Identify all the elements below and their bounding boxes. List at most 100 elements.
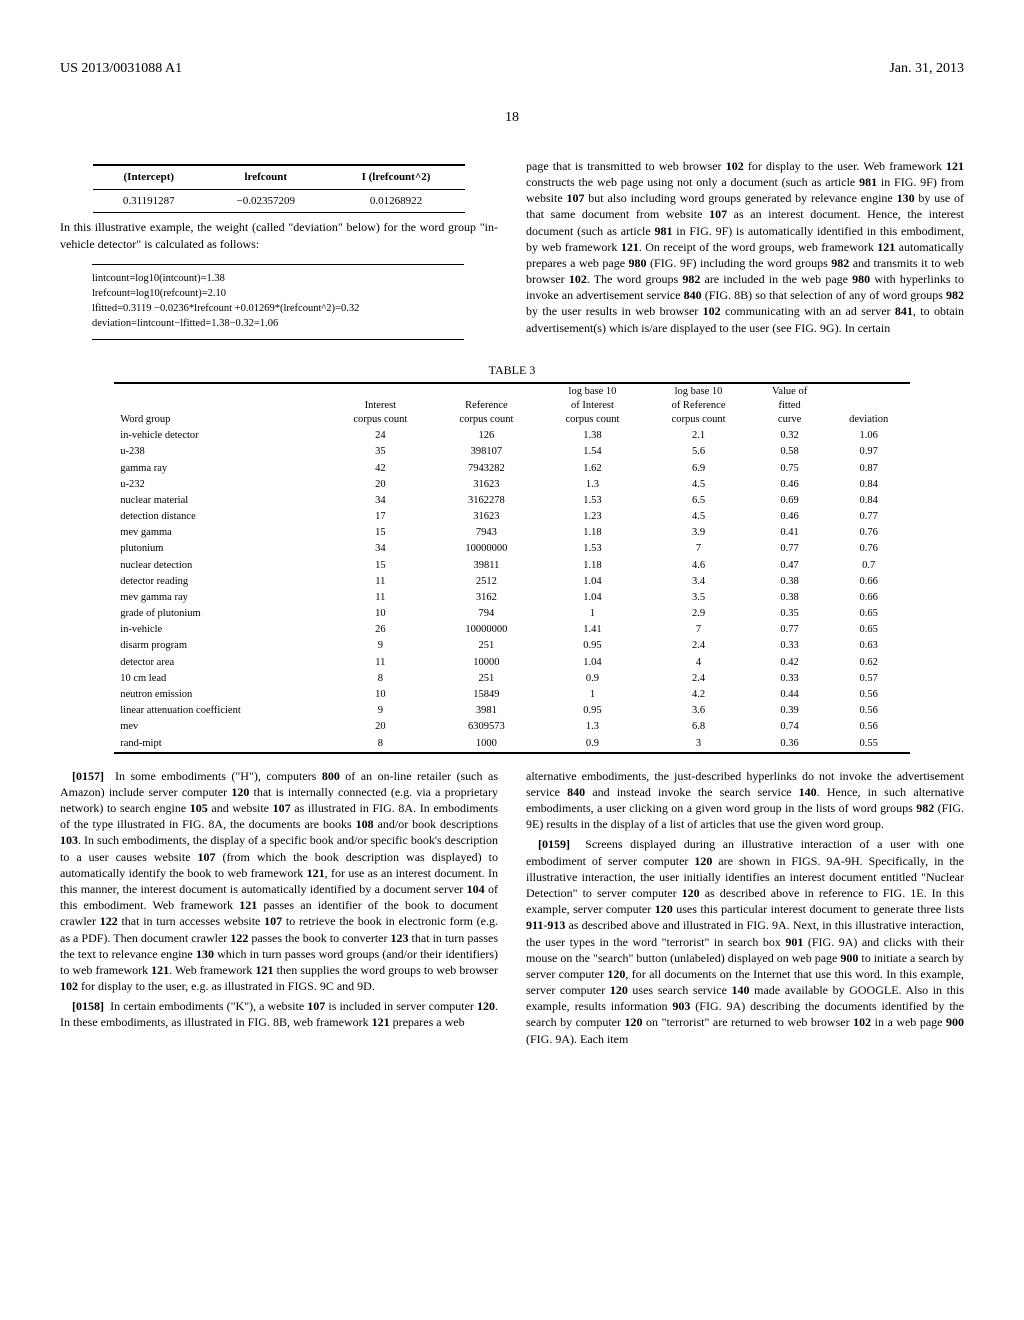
table-cell: 10 cm lead — [114, 671, 327, 687]
table-cell: 10 — [327, 687, 433, 703]
table-cell: 4.2 — [646, 687, 752, 703]
table-cell: 0.56 — [828, 687, 910, 703]
table-cell: 3981 — [433, 703, 539, 719]
table-cell: 2.4 — [646, 638, 752, 654]
table-cell: 0.33 — [752, 671, 828, 687]
table-cell: in-vehicle detector — [114, 428, 327, 444]
table-cell: 1.18 — [539, 525, 645, 541]
table-cell: 20 — [327, 477, 433, 493]
table-cell: 1.23 — [539, 509, 645, 525]
table-cell: 15849 — [433, 687, 539, 703]
table-cell: in-vehicle — [114, 622, 327, 638]
table-cell: 24 — [327, 428, 433, 444]
table-cell: 0.41 — [752, 525, 828, 541]
table-cell: 7943282 — [433, 461, 539, 477]
table-cell: mev gamma ray — [114, 590, 327, 606]
table-cell: 4.6 — [646, 558, 752, 574]
table-cell: 0.63 — [828, 638, 910, 654]
table-cell: 0.44 — [752, 687, 828, 703]
table-cell: rand-mipt — [114, 736, 327, 753]
paragraph-0157: [0157] In some embodiments ("H"), comput… — [60, 768, 498, 995]
table-cell: 7 — [646, 541, 752, 557]
table-cell: 794 — [433, 606, 539, 622]
table-row: u-238353981071.545.60.580.97 — [114, 444, 910, 460]
table-cell: 0.33 — [752, 638, 828, 654]
table-cell: 0.75 — [752, 461, 828, 477]
table-cell: 3.4 — [646, 574, 752, 590]
table-cell: 3 — [646, 736, 752, 753]
table-cell: 3.6 — [646, 703, 752, 719]
table3-section: TABLE 3 Word group Interestcorpus count … — [60, 362, 964, 754]
table-cell: 11 — [327, 574, 433, 590]
table3-body: in-vehicle detector241261.382.10.321.06u… — [114, 428, 910, 752]
table-cell: 31623 — [433, 477, 539, 493]
table-cell: 0.66 — [828, 574, 910, 590]
table-cell: detection distance — [114, 509, 327, 525]
table-cell: 35 — [327, 444, 433, 460]
table-cell: 1.06 — [828, 428, 910, 444]
th-intercept: (Intercept) — [93, 165, 205, 189]
table-cell: 1.53 — [539, 541, 645, 557]
table-cell: detector area — [114, 655, 327, 671]
table-cell: 9 — [327, 638, 433, 654]
table-cell: 0.77 — [828, 509, 910, 525]
table-cell: 0.9 — [539, 736, 645, 753]
bottom-two-column-section: [0157] In some embodiments ("H"), comput… — [60, 768, 964, 1051]
table-row: neutron emission101584914.20.440.56 — [114, 687, 910, 703]
t3-h-fitted: Value offittedcurve — [752, 383, 828, 429]
table-cell: 1.53 — [539, 493, 645, 509]
table-cell: 2.9 — [646, 606, 752, 622]
table-row: nuclear detection15398111.184.60.470.7 — [114, 558, 910, 574]
table-cell: 0.35 — [752, 606, 828, 622]
table-cell: 6.5 — [646, 493, 752, 509]
table-row: gamma ray4279432821.626.90.750.87 — [114, 461, 910, 477]
table-cell: 0.84 — [828, 493, 910, 509]
table-cell: 0.56 — [828, 719, 910, 735]
table-cell: 10000000 — [433, 622, 539, 638]
table-cell: 26 — [327, 622, 433, 638]
page-number: 18 — [60, 109, 964, 128]
th-lrefcount: lrefcount — [205, 165, 327, 189]
table-cell: 11 — [327, 655, 433, 671]
table-cell: 3162 — [433, 590, 539, 606]
table-cell: 1.04 — [539, 655, 645, 671]
th-i-lrefcount2: I (lrefcount^2) — [327, 165, 465, 189]
table-cell: 7943 — [433, 525, 539, 541]
table-cell: 0.47 — [752, 558, 828, 574]
table-cell: mev — [114, 719, 327, 735]
table-cell: 15 — [327, 525, 433, 541]
table-cell: 2.1 — [646, 428, 752, 444]
publication-number: US 2013/0031088 A1 — [60, 60, 182, 79]
table-cell: 0.36 — [752, 736, 828, 753]
table-cell: 8 — [327, 671, 433, 687]
table-row: mev gamma ray1131621.043.50.380.66 — [114, 590, 910, 606]
table-row: grade of plutonium1079412.90.350.65 — [114, 606, 910, 622]
table-cell: 4 — [646, 655, 752, 671]
table-cell: 0.95 — [539, 703, 645, 719]
table-cell: 6.8 — [646, 719, 752, 735]
right-column-top: page that is transmitted to web browser … — [526, 158, 964, 352]
table-row: detector area11100001.0440.420.62 — [114, 655, 910, 671]
table-cell: 1.3 — [539, 477, 645, 493]
table-cell: mev gamma — [114, 525, 327, 541]
t3-h-log-int: log base 10of Interestcorpus count — [539, 383, 645, 429]
table-row: rand-mipt810000.930.360.55 — [114, 736, 910, 753]
formula-2: lrefcount=log10(refcount)=2.10 — [92, 287, 464, 301]
table-cell: gamma ray — [114, 461, 327, 477]
table-cell: 42 — [327, 461, 433, 477]
table-cell: detector reading — [114, 574, 327, 590]
table-cell: 8 — [327, 736, 433, 753]
alt-embodiments-paragraph: alternative embodiments, the just-descri… — [526, 768, 964, 833]
table-cell: 34 — [327, 541, 433, 557]
table-cell: 251 — [433, 671, 539, 687]
table-cell: 4.5 — [646, 509, 752, 525]
paragraph-0159: [0159] Screens displayed during an illus… — [526, 836, 964, 1046]
table-cell: 20 — [327, 719, 433, 735]
right-column-bottom: alternative embodiments, the just-descri… — [526, 768, 964, 1051]
table-cell: 1 — [539, 687, 645, 703]
table-cell: 0.56 — [828, 703, 910, 719]
table-cell: plutonium — [114, 541, 327, 557]
table-row: u-23220316231.34.50.460.84 — [114, 477, 910, 493]
table-cell: 0.76 — [828, 541, 910, 557]
table-cell: 398107 — [433, 444, 539, 460]
